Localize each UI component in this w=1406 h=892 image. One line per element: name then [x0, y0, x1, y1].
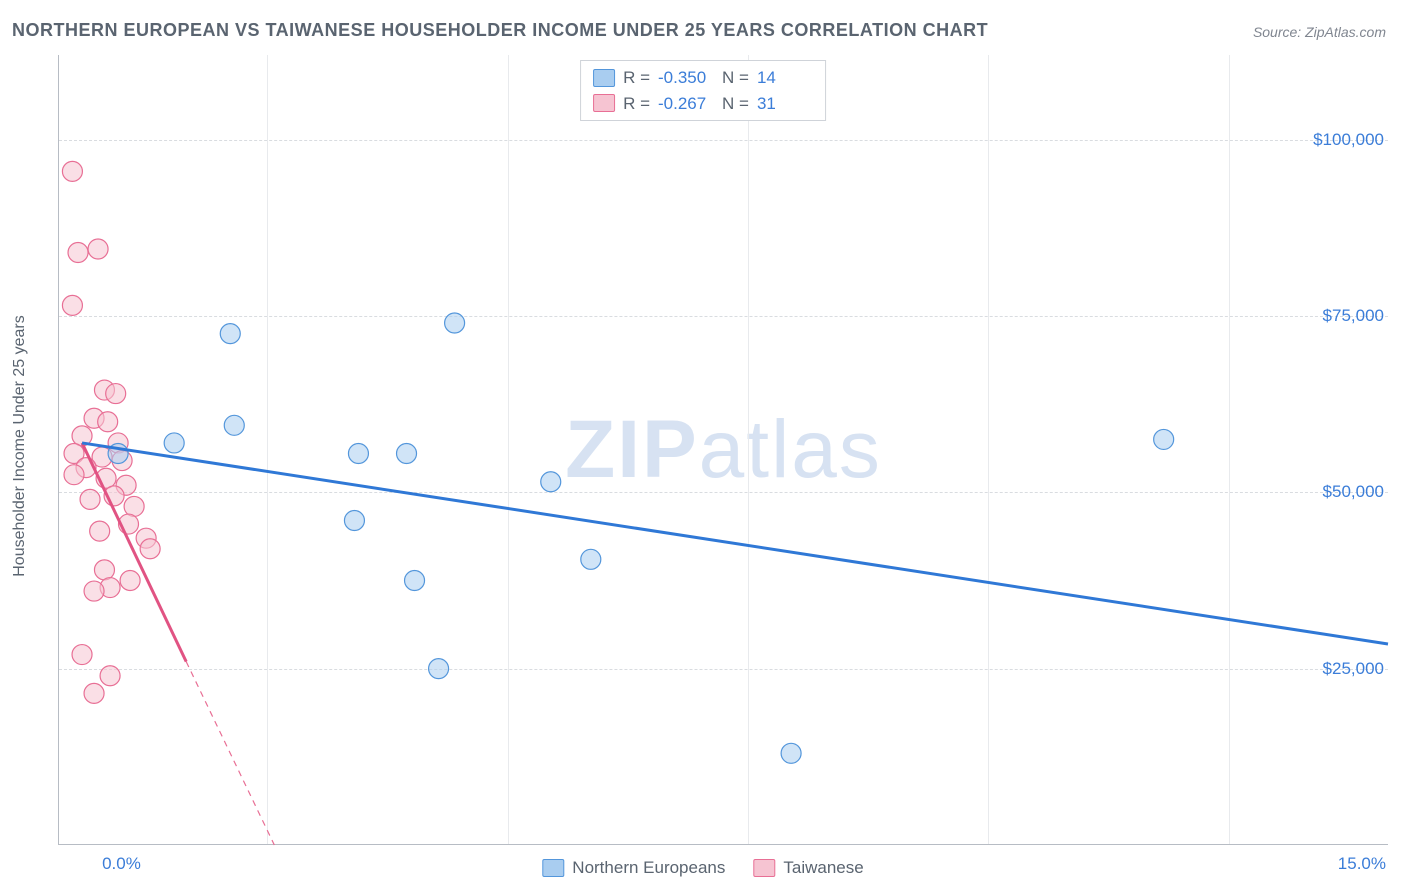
scatter-point — [106, 384, 126, 404]
xtick-label: 0.0% — [102, 854, 141, 874]
stats-row-pink: R = -0.267 N = 31 — [593, 91, 813, 117]
stats-n-blue: 14 — [757, 65, 813, 91]
scatter-point — [429, 659, 449, 679]
scatter-point — [344, 511, 364, 531]
legend-item-blue: Northern Europeans — [542, 858, 725, 878]
source-label: Source: ZipAtlas.com — [1253, 24, 1386, 40]
chart-title: NORTHERN EUROPEAN VS TAIWANESE HOUSEHOLD… — [12, 20, 988, 41]
regression-line — [186, 662, 274, 845]
stats-n-pink: 31 — [757, 91, 813, 117]
chart-container: NORTHERN EUROPEAN VS TAIWANESE HOUSEHOLD… — [0, 0, 1406, 892]
regression-line — [82, 443, 1388, 644]
scatter-point — [541, 472, 561, 492]
plot-svg — [58, 55, 1388, 845]
scatter-point — [68, 243, 88, 263]
scatter-point — [88, 239, 108, 259]
scatter-point — [72, 645, 92, 665]
ytick-label: $100,000 — [1313, 130, 1384, 150]
regression-line — [82, 443, 186, 662]
scatter-point — [94, 560, 114, 580]
scatter-point — [62, 161, 82, 181]
xtick-label: 15.0% — [1338, 854, 1386, 874]
swatch-pink-icon — [593, 94, 615, 112]
ytick-label: $75,000 — [1323, 306, 1384, 326]
scatter-point — [397, 444, 417, 464]
scatter-point — [64, 465, 84, 485]
scatter-point — [164, 433, 184, 453]
scatter-point — [120, 570, 140, 590]
scatter-point — [781, 743, 801, 763]
scatter-point — [90, 521, 110, 541]
legend-swatch-blue-icon — [542, 859, 564, 877]
y-axis-label: Householder Income Under 25 years — [11, 315, 29, 576]
scatter-point — [140, 539, 160, 559]
stats-r-blue: -0.350 — [658, 65, 714, 91]
stats-r-pink: -0.267 — [658, 91, 714, 117]
scatter-point — [124, 496, 144, 516]
ytick-label: $50,000 — [1323, 482, 1384, 502]
scatter-point — [84, 581, 104, 601]
scatter-point — [1154, 429, 1174, 449]
scatter-point — [100, 666, 120, 686]
stats-row-blue: R = -0.350 N = 14 — [593, 65, 813, 91]
scatter-point — [445, 313, 465, 333]
scatter-point — [581, 549, 601, 569]
scatter-point — [220, 324, 240, 344]
stats-legend: R = -0.350 N = 14 R = -0.267 N = 31 — [580, 60, 826, 121]
ytick-label: $25,000 — [1323, 659, 1384, 679]
stats-r-label-2: R = — [623, 91, 650, 117]
scatter-point — [224, 415, 244, 435]
scatter-point — [80, 489, 100, 509]
stats-n-label-2: N = — [722, 91, 749, 117]
legend-label-pink: Taiwanese — [783, 858, 863, 878]
stats-r-label: R = — [623, 65, 650, 91]
scatter-point — [62, 295, 82, 315]
swatch-blue-icon — [593, 69, 615, 87]
bottom-legend: Northern Europeans Taiwanese — [542, 858, 863, 878]
scatter-point — [98, 412, 118, 432]
legend-swatch-pink-icon — [753, 859, 775, 877]
scatter-point — [405, 570, 425, 590]
stats-n-label: N = — [722, 65, 749, 91]
scatter-point — [348, 444, 368, 464]
scatter-point — [84, 683, 104, 703]
legend-item-pink: Taiwanese — [753, 858, 863, 878]
legend-label-blue: Northern Europeans — [572, 858, 725, 878]
